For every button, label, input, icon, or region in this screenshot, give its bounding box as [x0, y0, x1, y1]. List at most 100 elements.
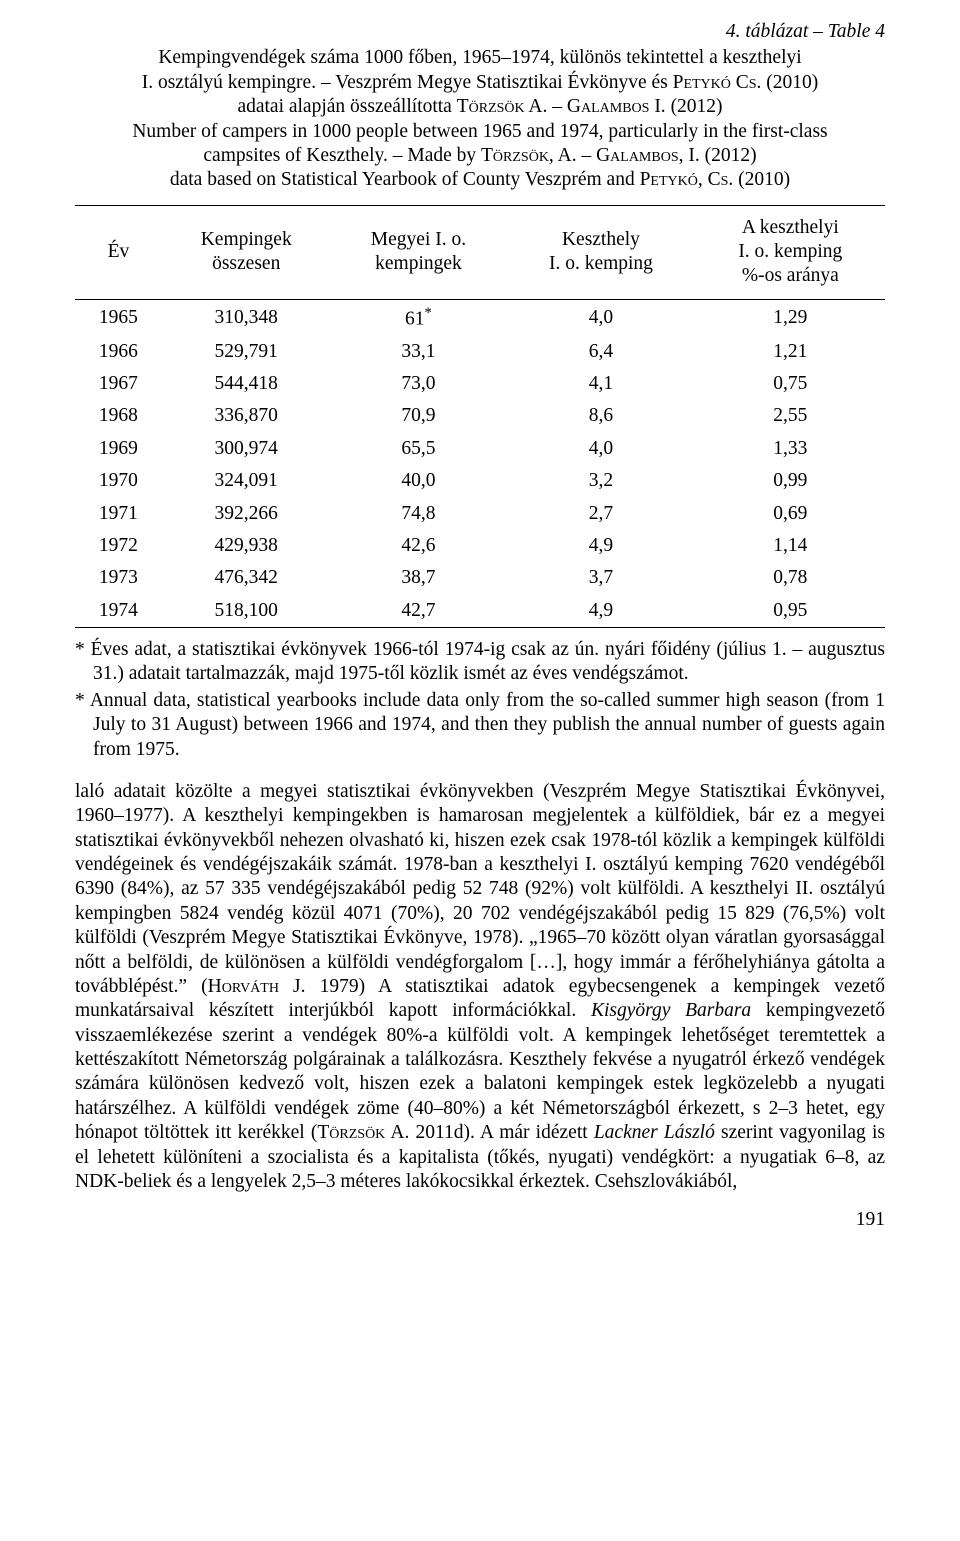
caption-en-author2: Galambos, I.	[596, 145, 700, 166]
table-cell: 4,9	[506, 530, 695, 562]
body-1a: laló adatait közölte a megyei statisztik…	[75, 781, 885, 997]
table-row: 1967544,41873,04,10,75	[75, 368, 885, 400]
table-row: 1968336,87070,98,62,55	[75, 400, 885, 432]
caption-en-3: (2012)	[700, 145, 757, 166]
table-cell: 336,870	[162, 400, 331, 432]
table-cell: 1,29	[696, 299, 885, 335]
table-cell: 4,0	[506, 299, 695, 335]
table-cell: 1,21	[696, 336, 885, 368]
table-cell: 1973	[75, 562, 162, 594]
table-cell: 310,348	[162, 299, 331, 335]
table-row: 1970324,09140,03,20,99	[75, 465, 885, 497]
table-cell: 476,342	[162, 562, 331, 594]
table-cell: 4,1	[506, 368, 695, 400]
table-cell: 1966	[75, 336, 162, 368]
col-percent-b: I. o. kemping	[738, 241, 842, 262]
table-cell: 3,2	[506, 465, 695, 497]
table-cell: 0,95	[696, 595, 885, 628]
col-county: Megyei I. o. kempingek	[331, 205, 507, 299]
caption-en-1: Number of campers in 1000 people between…	[132, 121, 827, 142]
col-total-b: összesen	[212, 253, 280, 274]
table-cell: 6,4	[506, 336, 695, 368]
table-row: 1966529,79133,16,41,21	[75, 336, 885, 368]
table-cell: 42,7	[331, 595, 507, 628]
col-county-b: kempingek	[375, 253, 462, 274]
table-cell: 70,9	[331, 400, 507, 432]
col-total: Kempingek összesen	[162, 205, 331, 299]
table-cell: 1,33	[696, 433, 885, 465]
table-cell: 392,266	[162, 498, 331, 530]
table-row: 1971392,26674,82,70,69	[75, 498, 885, 530]
table-cell: 0,69	[696, 498, 885, 530]
table-cell: 1965	[75, 299, 162, 335]
caption-en-author3: Petykó, Cs.	[640, 169, 734, 190]
table-cell: 1968	[75, 400, 162, 432]
caption-en-author1: Törzsök, A.	[481, 145, 577, 166]
table-cell: 1,14	[696, 530, 885, 562]
caption-hu-author1: Petykó Cs.	[673, 72, 762, 93]
caption-hu-sep: –	[547, 96, 567, 117]
caption-en-sep: –	[577, 145, 597, 166]
col-percent: A keszthelyi I. o. kemping %-os aránya	[696, 205, 885, 299]
table-cell: 8,6	[506, 400, 695, 432]
table-cell: 33,1	[331, 336, 507, 368]
table-cell: 429,938	[162, 530, 331, 562]
col-percent-c: %-os aránya	[742, 265, 839, 286]
table-row: 1974518,10042,74,90,95	[75, 595, 885, 628]
table-cell: 40,0	[331, 465, 507, 497]
caption-en-2: campsites of Keszthely. – Made by	[203, 145, 481, 166]
table-row: 1972429,93842,64,91,14	[75, 530, 885, 562]
table-row: 1973476,34238,73,70,78	[75, 562, 885, 594]
table-cell: 518,100	[162, 595, 331, 628]
table-row: 1969300,97465,54,01,33	[75, 433, 885, 465]
caption-hu-2: I. osztályú kempingre. – Veszprém Megye …	[142, 72, 673, 93]
table-cell: 1969	[75, 433, 162, 465]
table-cell: 1974	[75, 595, 162, 628]
footnote-hu: * Éves adat, a statisztikai évkönyvek 19…	[75, 638, 885, 687]
caption-en-4: data based on Statistical Yearbook of Co…	[170, 169, 640, 190]
table-cell: 324,091	[162, 465, 331, 497]
page-number: 191	[75, 1208, 885, 1232]
body-author1: Horváth J.	[208, 976, 306, 997]
data-table: Év Kempingek összesen Megyei I. o. kempi…	[75, 205, 885, 628]
caption-hu-1: Kempingvendégek száma 1000 főben, 1965–1…	[158, 47, 801, 68]
table-cell: 300,974	[162, 433, 331, 465]
caption-hu-author2: Törzsök A.	[457, 96, 548, 117]
table-cell: 2,55	[696, 400, 885, 432]
table-cell: 65,5	[331, 433, 507, 465]
col-keszthely: Keszthely I. o. kemping	[506, 205, 695, 299]
col-total-a: Kempingek	[201, 229, 292, 250]
table-cell: 1970	[75, 465, 162, 497]
table-cell: 42,6	[331, 530, 507, 562]
table-cell: 1967	[75, 368, 162, 400]
table-cell: 4,0	[506, 433, 695, 465]
table-cell: 1971	[75, 498, 162, 530]
table-cell: 74,8	[331, 498, 507, 530]
body-author2: Törzsök A.	[317, 1122, 409, 1143]
table-cell: 2,7	[506, 498, 695, 530]
caption-hu-author3: Galambos I.	[567, 96, 666, 117]
table-cell: 1972	[75, 530, 162, 562]
table-cell: 4,9	[506, 595, 695, 628]
table-cell: 61*	[331, 299, 507, 335]
body-italic1: Kisgyörgy Barbara	[591, 1000, 751, 1021]
col-keszthely-a: Keszthely	[562, 229, 640, 250]
col-county-a: Megyei I. o.	[371, 229, 466, 250]
caption-hu-3: (2010)	[761, 72, 818, 93]
body-paragraph: laló adatait közölte a megyei statisztik…	[75, 780, 885, 1194]
col-percent-a: A keszthelyi	[742, 217, 839, 238]
table-cell: 529,791	[162, 336, 331, 368]
caption-hu-4: adatai alapján összeállította	[237, 96, 456, 117]
table-cell: 38,7	[331, 562, 507, 594]
table-cell: 3,7	[506, 562, 695, 594]
caption-en-5: (2010)	[733, 169, 790, 190]
footnote-en: * Annual data, statistical yearbooks inc…	[75, 689, 885, 762]
table-footnotes: * Éves adat, a statisztikai évkönyvek 19…	[75, 638, 885, 762]
body-1d: 2011d). A már idézett	[409, 1122, 593, 1143]
table-cell: 0,75	[696, 368, 885, 400]
table-label: 4. táblázat – Table 4	[75, 20, 885, 44]
col-year: Év	[75, 205, 162, 299]
body-italic2: Lackner László	[594, 1122, 715, 1143]
caption-hu-5: (2012)	[666, 96, 723, 117]
col-keszthely-b: I. o. kemping	[549, 253, 653, 274]
